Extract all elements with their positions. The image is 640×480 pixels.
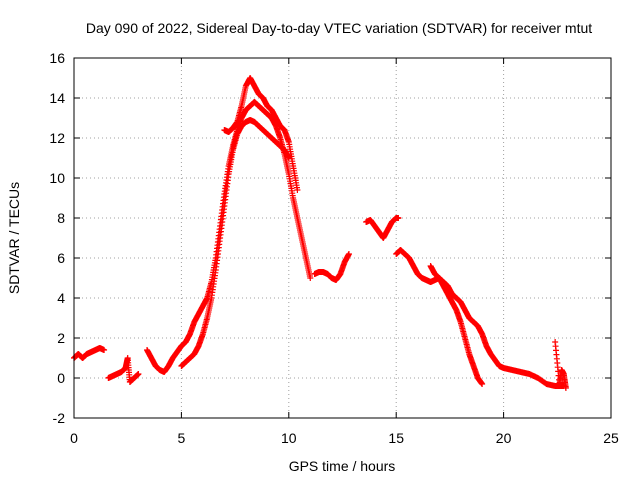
data-points <box>71 75 569 391</box>
y-axis-title: SDTVAR / TECUs <box>6 182 22 294</box>
data-point <box>294 187 301 193</box>
y-tick-label: 0 <box>57 370 65 386</box>
data-point <box>135 371 142 377</box>
x-tick-label: 15 <box>388 430 404 446</box>
x-tick-label: 20 <box>496 430 512 446</box>
x-tick-labels: 0 5 10 15 20 25 <box>70 430 619 446</box>
data-point <box>562 385 569 391</box>
data-point <box>285 155 292 161</box>
y-tick-label: 2 <box>57 330 65 346</box>
y-tick-label: 12 <box>49 130 65 146</box>
y-tick-label: 6 <box>57 250 65 266</box>
y-tick-label: 14 <box>49 90 65 106</box>
data-point <box>345 251 352 257</box>
axis-ticks <box>73 57 612 419</box>
data-point <box>101 347 108 353</box>
y-tick-label: 8 <box>57 210 65 226</box>
y-tick-label: 16 <box>49 50 65 66</box>
grid <box>74 58 611 418</box>
y-tick-label: 10 <box>49 170 65 186</box>
x-tick-label: 10 <box>281 430 297 446</box>
plot-frame <box>73 57 612 419</box>
x-tick-label: 25 <box>603 430 619 446</box>
y-tick-label: -2 <box>53 410 66 426</box>
chart-title: Day 090 of 2022, Sidereal Day-to-day VTE… <box>86 20 592 36</box>
x-tick-label: 0 <box>70 430 78 446</box>
data-point <box>395 215 402 221</box>
y-tick-labels: -2 0 2 4 6 8 10 12 14 16 <box>49 50 65 426</box>
y-tick-label: 4 <box>57 290 65 306</box>
data-point <box>307 275 314 281</box>
x-axis-title: GPS time / hours <box>289 458 396 474</box>
x-tick-label: 5 <box>178 430 186 446</box>
data-point <box>479 381 486 387</box>
